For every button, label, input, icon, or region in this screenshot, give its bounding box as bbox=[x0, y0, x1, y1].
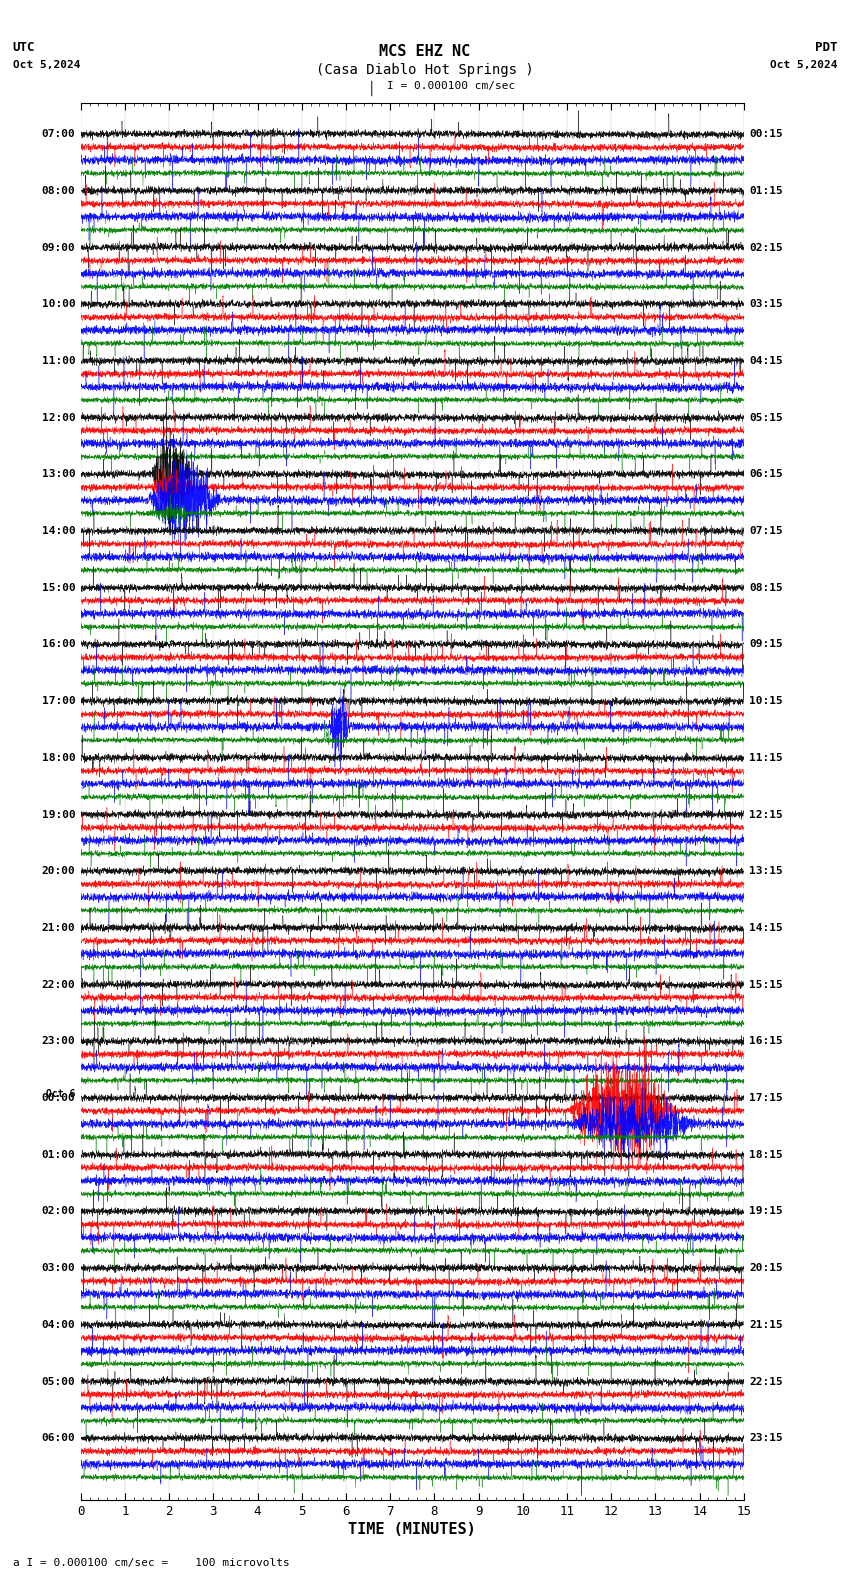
Text: Oct 6: Oct 6 bbox=[46, 1090, 76, 1099]
Text: 05:00: 05:00 bbox=[42, 1376, 76, 1386]
Text: (Casa Diablo Hot Springs ): (Casa Diablo Hot Springs ) bbox=[316, 63, 534, 78]
Text: 21:00: 21:00 bbox=[42, 923, 76, 933]
Text: 09:15: 09:15 bbox=[749, 640, 783, 649]
Text: │: │ bbox=[368, 81, 375, 97]
Text: 03:00: 03:00 bbox=[42, 1262, 76, 1274]
Text: 19:00: 19:00 bbox=[42, 809, 76, 819]
Text: 13:15: 13:15 bbox=[749, 866, 783, 876]
Text: 04:00: 04:00 bbox=[42, 1319, 76, 1331]
Text: 01:15: 01:15 bbox=[749, 185, 783, 196]
Text: 20:15: 20:15 bbox=[749, 1262, 783, 1274]
Text: 12:15: 12:15 bbox=[749, 809, 783, 819]
Text: 11:00: 11:00 bbox=[42, 356, 76, 366]
Text: Oct 5,2024: Oct 5,2024 bbox=[13, 60, 80, 70]
Text: I = 0.000100 cm/sec: I = 0.000100 cm/sec bbox=[387, 81, 515, 90]
Text: 16:00: 16:00 bbox=[42, 640, 76, 649]
Text: 07:15: 07:15 bbox=[749, 526, 783, 535]
Text: 05:15: 05:15 bbox=[749, 413, 783, 423]
Text: 17:00: 17:00 bbox=[42, 695, 76, 706]
Text: 12:00: 12:00 bbox=[42, 413, 76, 423]
Text: 08:00: 08:00 bbox=[42, 185, 76, 196]
Text: 21:15: 21:15 bbox=[749, 1319, 783, 1331]
X-axis label: TIME (MINUTES): TIME (MINUTES) bbox=[348, 1522, 476, 1536]
Text: 23:15: 23:15 bbox=[749, 1434, 783, 1443]
Text: 08:15: 08:15 bbox=[749, 583, 783, 592]
Text: 23:00: 23:00 bbox=[42, 1036, 76, 1047]
Text: 10:00: 10:00 bbox=[42, 299, 76, 309]
Text: 01:00: 01:00 bbox=[42, 1150, 76, 1159]
Text: 13:00: 13:00 bbox=[42, 469, 76, 480]
Text: 02:15: 02:15 bbox=[749, 242, 783, 252]
Text: 14:00: 14:00 bbox=[42, 526, 76, 535]
Text: 15:00: 15:00 bbox=[42, 583, 76, 592]
Text: 15:15: 15:15 bbox=[749, 979, 783, 990]
Text: 03:15: 03:15 bbox=[749, 299, 783, 309]
Text: 14:15: 14:15 bbox=[749, 923, 783, 933]
Text: 16:15: 16:15 bbox=[749, 1036, 783, 1047]
Text: 20:00: 20:00 bbox=[42, 866, 76, 876]
Text: 04:15: 04:15 bbox=[749, 356, 783, 366]
Text: 02:00: 02:00 bbox=[42, 1207, 76, 1217]
Text: 00:00: 00:00 bbox=[42, 1093, 76, 1102]
Text: 18:15: 18:15 bbox=[749, 1150, 783, 1159]
Text: 10:15: 10:15 bbox=[749, 695, 783, 706]
Text: 17:15: 17:15 bbox=[749, 1093, 783, 1102]
Text: 18:00: 18:00 bbox=[42, 752, 76, 763]
Text: 00:15: 00:15 bbox=[749, 130, 783, 139]
Text: 22:00: 22:00 bbox=[42, 979, 76, 990]
Text: 11:15: 11:15 bbox=[749, 752, 783, 763]
Text: 09:00: 09:00 bbox=[42, 242, 76, 252]
Text: 22:15: 22:15 bbox=[749, 1376, 783, 1386]
Text: Oct 5,2024: Oct 5,2024 bbox=[770, 60, 837, 70]
Text: 19:15: 19:15 bbox=[749, 1207, 783, 1217]
Text: MCS EHZ NC: MCS EHZ NC bbox=[379, 44, 471, 59]
Text: 07:00: 07:00 bbox=[42, 130, 76, 139]
Text: PDT: PDT bbox=[815, 41, 837, 54]
Text: 06:15: 06:15 bbox=[749, 469, 783, 480]
Text: UTC: UTC bbox=[13, 41, 35, 54]
Text: a I = 0.000100 cm/sec =    100 microvolts: a I = 0.000100 cm/sec = 100 microvolts bbox=[13, 1559, 290, 1568]
Text: 06:00: 06:00 bbox=[42, 1434, 76, 1443]
